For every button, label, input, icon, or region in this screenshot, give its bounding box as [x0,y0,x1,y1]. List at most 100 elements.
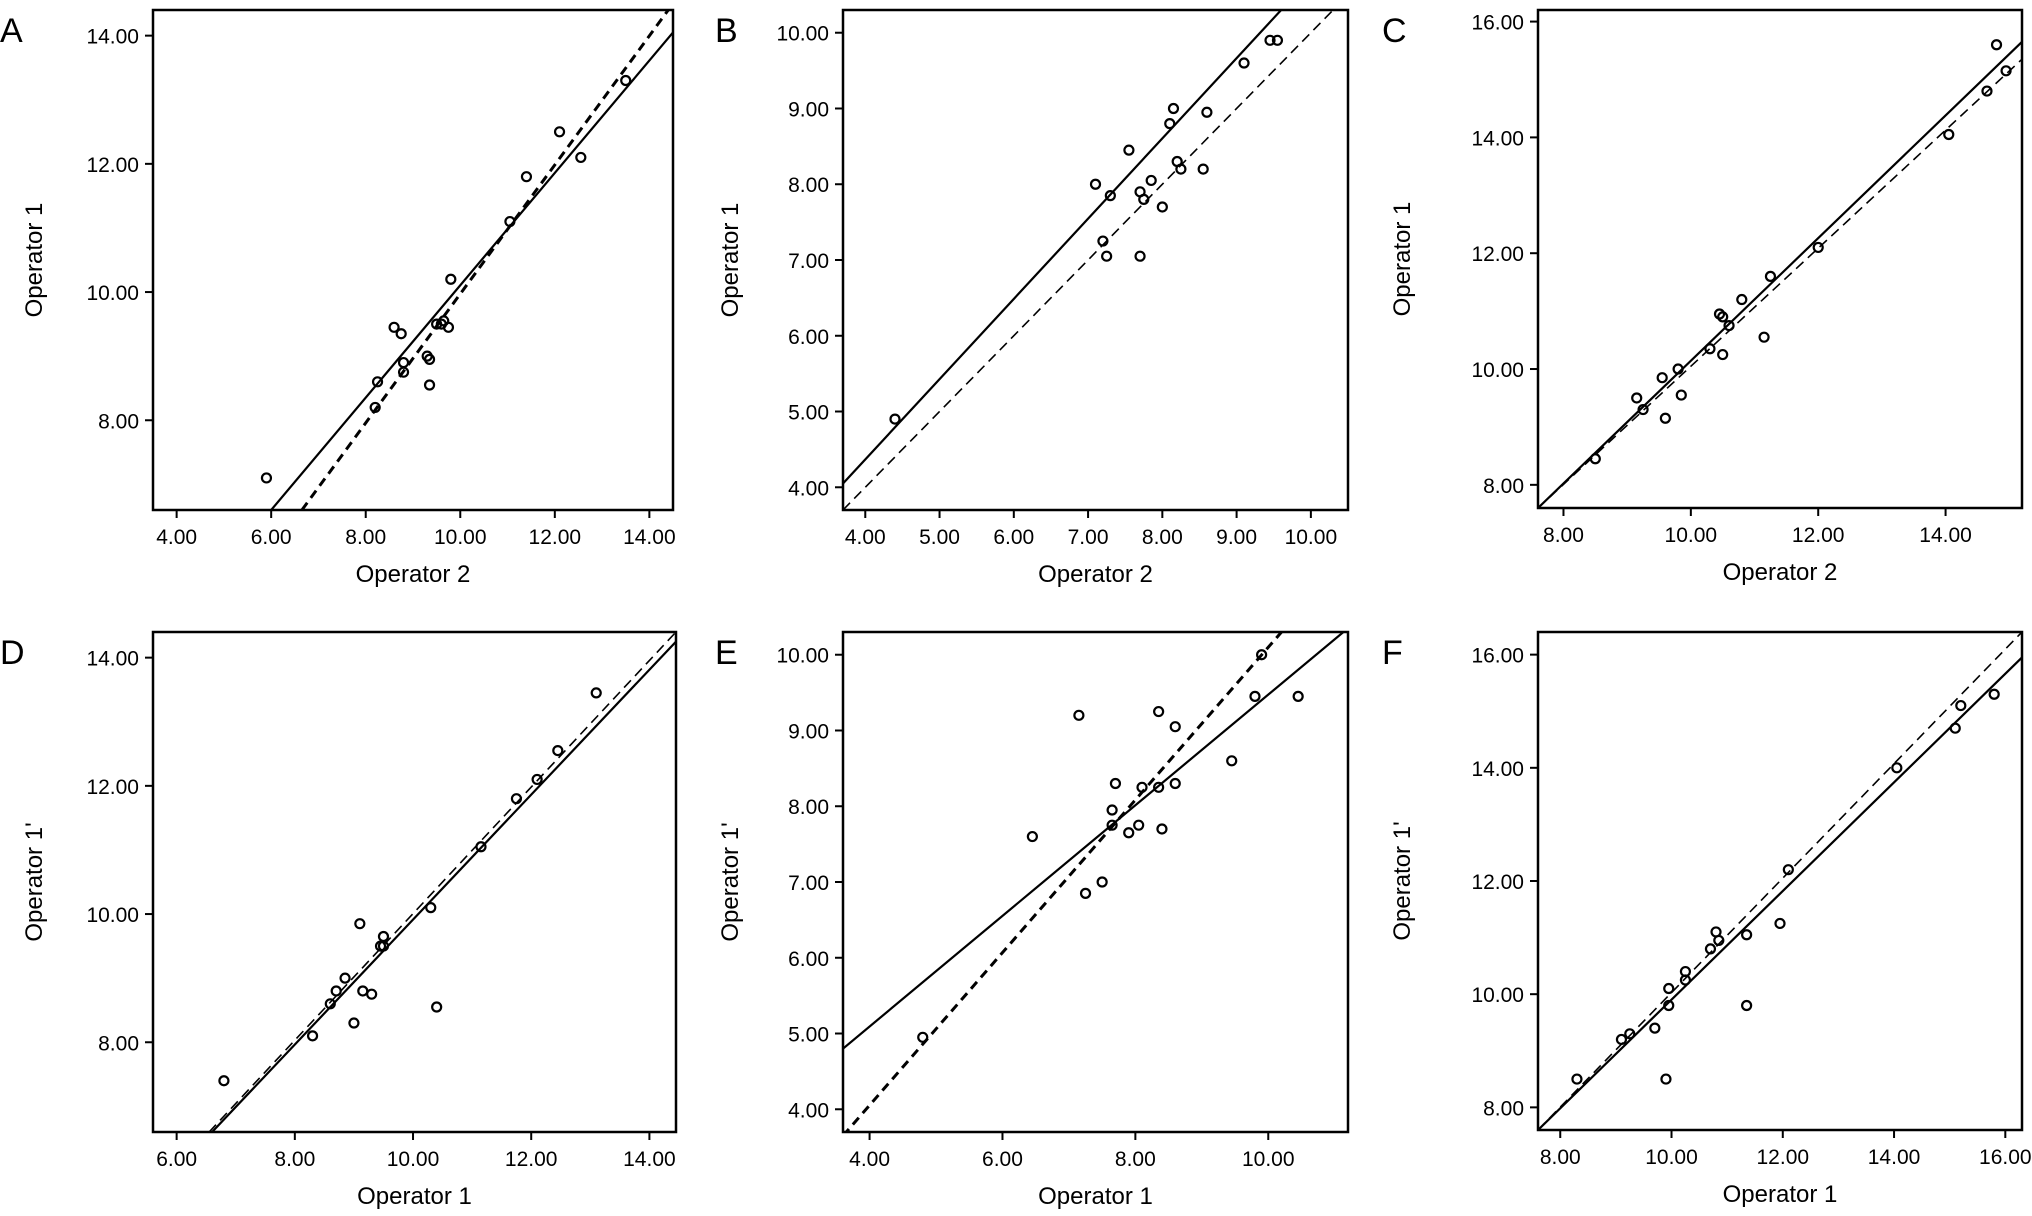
x-tick-label: 8.00 [1540,1146,1581,1169]
data-point [1663,982,1675,995]
panel-a: A 4.00 6.00 8.00 10.00 12.00 14.00 8.00 10.00 12.… [0,8,676,588]
data-point [1812,241,1824,254]
x-tick-label: 10.00 [1285,526,1338,549]
y-tick-label: 8.00 [98,1032,139,1055]
data-point [1774,917,1786,930]
x-tick-label: 14.00 [623,1148,676,1171]
data-point [620,74,632,87]
data-point [1169,777,1181,790]
data-point [1264,34,1276,46]
fit-line [211,640,676,1132]
y-tick-label: 14.00 [86,648,139,671]
data-point [1891,762,1903,774]
y-axis-label: Operator 1 [717,203,744,318]
x-tick-label: 14.00 [623,526,676,549]
x-tick-label: 9.00 [1216,526,1257,549]
reference-line [1538,632,2022,1130]
plot-frame [841,8,1350,512]
y-tick-label: 12.00 [1471,871,1524,894]
x-tick-label: 4.00 [849,1148,890,1171]
data-point [1624,1028,1636,1040]
data-point [1672,363,1684,375]
data-point [1704,943,1717,955]
y-tick-label: 14.00 [86,26,139,49]
x-axis-label: Operator 1 [1038,1183,1153,1210]
y-tick-label: 10.00 [776,645,829,668]
panel-letter: D [0,634,25,672]
data-point [1136,781,1148,793]
fit-line [843,632,1346,1050]
data-point [1101,250,1113,262]
data-point [1649,1022,1661,1034]
data-point [339,972,351,984]
panel-letter: F [1382,634,1403,672]
x-tick-label: 4.00 [156,526,197,549]
data-point [1138,193,1150,205]
panel-b: B 4.00 5.00 6.00 7.00 8.00 9.00 10.00 4.00 5.00 6.… [715,8,1350,588]
data-point [1201,106,1213,118]
x-tick-label: 8.00 [274,1148,315,1171]
panel-e: E 4.00 6.00 8.00 10.00 4.00 5.00 6.00 7.00 8.00 9.… [715,630,1350,1210]
data-point [1656,372,1668,384]
data-point [442,321,455,333]
data-point [1955,699,1967,712]
data-point [1175,163,1187,175]
plot-frame [151,8,675,512]
x-tick-label: 10.00 [1242,1148,1295,1171]
y-tick-label: 4.00 [788,477,829,500]
data-point [475,841,487,853]
data-point [306,1030,319,1042]
y-axis-label: Operator 1' [717,822,744,941]
panel-letter: E [715,634,738,672]
y-tick-label: 8.00 [98,410,139,433]
y-tick-label: 12.00 [1471,243,1524,266]
data-point [330,985,342,997]
y-tick-label: 5.00 [788,402,829,425]
data-point [1104,190,1116,202]
data-point [1736,293,1748,306]
y-tick-label: 4.00 [788,1099,829,1122]
data-point [1097,235,1109,247]
data-point [425,902,437,914]
y-tick-label: 10.00 [86,282,139,305]
data-point [1981,85,1993,97]
y-tick-label: 7.00 [788,872,829,895]
y-tick-label: 14.00 [1471,127,1524,150]
fit-line [1538,656,2022,1130]
data-point [369,401,381,414]
data-point [1106,804,1118,816]
x-tick-label: 12.00 [505,1148,558,1171]
data-point [1758,331,1770,343]
data-point [1637,403,1649,416]
data-point [1169,721,1181,733]
y-tick-label: 12.00 [86,154,139,177]
y-tick-label: 5.00 [788,1024,829,1047]
data-point [324,998,336,1010]
data-point [2000,65,2012,77]
data-point [1764,270,1777,282]
y-tick-label: 12.00 [86,776,139,799]
data-point [1679,965,1692,978]
panel-letter: C [1382,12,1407,50]
data-point [1153,705,1165,718]
x-axis-label: Operator 1 [357,1183,472,1210]
data-point [1713,934,1725,947]
data-point [218,1075,230,1087]
x-tick-label: 14.00 [1919,524,1972,547]
data-point [1704,343,1716,355]
fit-line [1538,41,2022,508]
data-point [366,988,378,1000]
y-tick-label: 14.00 [1471,758,1524,781]
x-tick-label: 8.00 [1543,524,1584,547]
data-point [354,918,366,930]
x-tick-label: 8.00 [345,526,386,549]
data-point [1990,39,2003,51]
y-tick-label: 8.00 [788,174,829,197]
data-point [1164,118,1176,130]
data-point [504,215,516,228]
y-axis-label: Operator 1' [21,822,48,941]
data-point [590,687,602,699]
y-tick-label: 7.00 [788,250,829,273]
data-point [1615,1033,1628,1046]
